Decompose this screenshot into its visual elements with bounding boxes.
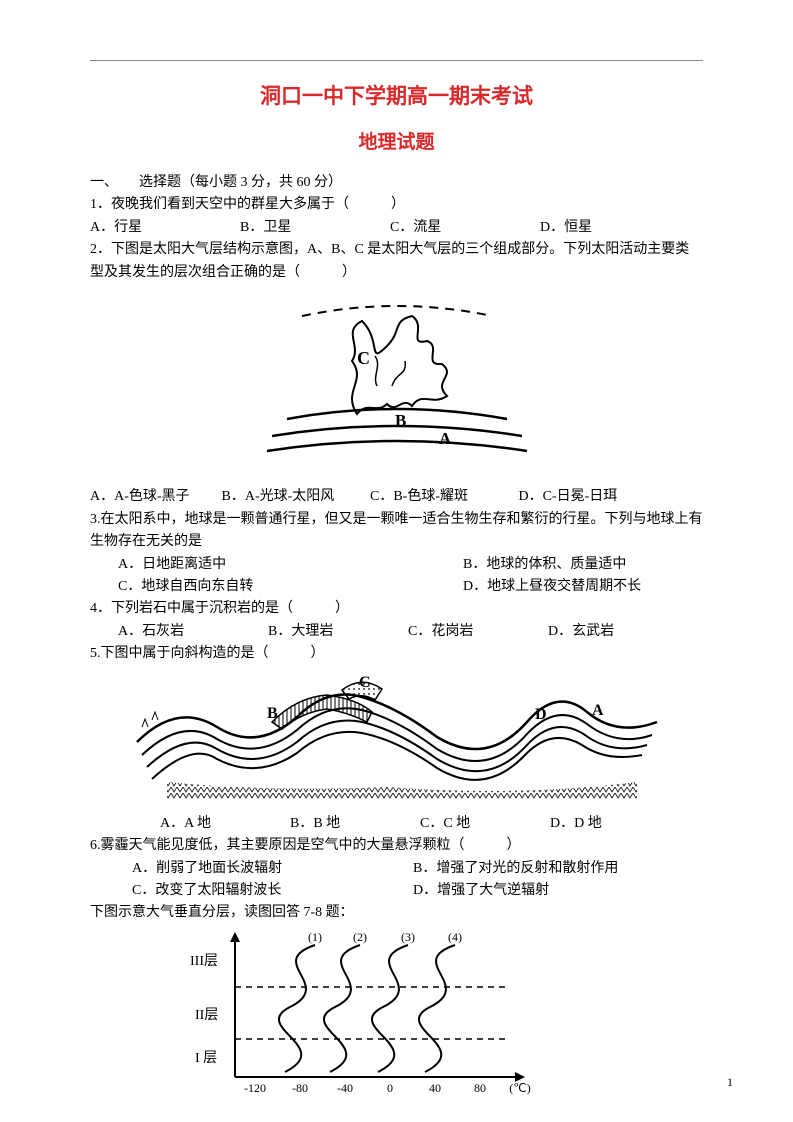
q1-options: A．行星 B．卫星 C．流星 D．恒星 [90, 217, 703, 239]
q1-opt-c: C．流星 [390, 217, 540, 239]
section-1-header: 一、 选择题（每小题 3 分，共 60 分） [90, 172, 703, 194]
q3-stem: 3.在太阳系中，地球是一颗普通行星，但又是一颗唯一适合生物生存和繁衍的行星。下列… [90, 509, 703, 554]
fig78-c4: (4) [448, 930, 462, 944]
fig78-c2: (2) [353, 930, 367, 944]
fig78-xt5: 80 [474, 1081, 486, 1095]
q2-fig-label-a: A [439, 429, 452, 448]
fig78-xt1: -80 [292, 1081, 308, 1095]
header-rule [90, 60, 703, 61]
q6-opt-d: D．增强了大气逆辐射 [413, 880, 663, 902]
q1-opt-b: B．卫星 [240, 217, 390, 239]
q4-stem: 4．下列岩石中属于沉积岩的是（ ） [90, 598, 703, 620]
exam-subtitle: 地理试题 [90, 128, 703, 158]
fig78-xt3: 0 [387, 1081, 393, 1095]
q5-stem: 5.下图中属于向斜构造的是（ ） [90, 643, 703, 665]
fig78-xt4: 40 [429, 1081, 441, 1095]
q3-options-row2: C．地球自西向东自转 D．地球上昼夜交替周期不长 [90, 576, 703, 598]
q6-opt-a: A．削弱了地面长波辐射 [132, 858, 282, 880]
q2-opt-c: C．B-色球-耀斑 [370, 486, 515, 508]
q2-stem: 2．下图是太阳大气层结构示意图，A、B、C 是太阳大气层的三个组成部分。下列太阳… [90, 239, 703, 284]
q2-options: A．A-色球-黑子 B．A-光球-太阳风 C．B-色球-耀斑 D．C-日冕-日珥 [90, 486, 703, 508]
q5-opt-b: B．B 地 [290, 813, 420, 835]
q3-opt-b: B．地球的体积、质量适中 [463, 554, 663, 576]
q3-opt-d: D．地球上昼夜交替周期不长 [463, 576, 663, 598]
q4-opt-b: B．大理岩 [268, 621, 408, 643]
fig78-xt0: -120 [244, 1081, 266, 1095]
q2-opt-d: D．C-日冕-日珥 [519, 489, 618, 504]
q6-stem: 6.雾霾天气能见度低，其主要原因是空气中的大量悬浮颗粒（ ） [90, 835, 703, 857]
q2-fig-label-b: B [395, 411, 406, 430]
fig78-c1: (1) [308, 930, 322, 944]
page-number: 1 [727, 1073, 733, 1092]
q6-options-row1: A．削弱了地面长波辐射 B．增强了对光的反射和散射作用 [90, 858, 703, 880]
q7-8-figure-atmosphere-layers: III层 II层 I 层 -120 -80 -40 0 40 80 (℃) (1… [90, 927, 703, 1110]
q2-opt-a: A．A-色球-黑子 [90, 486, 218, 508]
q5-options: A．A 地 B．B 地 C．C 地 D．D 地 [90, 813, 703, 835]
q3-opt-a: A．日地距离适中 [118, 554, 226, 576]
q4-options: A．石灰岩 B．大理岩 C．花岗岩 D．玄武岩 [90, 621, 703, 643]
q6-opt-b: B．增强了对光的反射和散射作用 [413, 858, 663, 880]
q4-opt-a: A．石灰岩 [118, 621, 268, 643]
q1-opt-a: A．行星 [90, 217, 240, 239]
fig78-xt6: (℃) [509, 1081, 530, 1095]
fig78-xt2: -40 [337, 1081, 353, 1095]
q5-fig-label-c: C [359, 674, 371, 691]
q2-fig-label-c: C [357, 348, 370, 368]
q5-fig-label-b: B [267, 705, 278, 722]
q5-fig-label-a: A [592, 702, 604, 719]
q6-options-row2: C．改变了太阳辐射波长 D．增强了大气逆辐射 [90, 880, 703, 902]
q7-8-intro: 下图示意大气垂直分层，读图回答 7-8 题： [90, 902, 703, 924]
q6-opt-c: C．改变了太阳辐射波长 [132, 880, 281, 902]
exam-title: 洞口一中下学期高一期末考试 [90, 80, 703, 114]
q5-opt-d: D．D 地 [550, 813, 602, 835]
fig78-layer2: II层 [195, 1008, 218, 1023]
q2-opt-b: B．A-光球-太阳风 [222, 486, 367, 508]
q5-opt-a: A．A 地 [160, 813, 290, 835]
q4-opt-d: D．玄武岩 [548, 621, 614, 643]
fig78-c3: (3) [401, 930, 415, 944]
q5-opt-c: C．C 地 [420, 813, 550, 835]
q1-opt-d: D．恒星 [540, 217, 592, 239]
q5-fig-label-d: D [535, 706, 547, 723]
q3-options-row1: A．日地距离适中 B．地球的体积、质量适中 [90, 554, 703, 576]
q1-stem: 1．夜晚我们看到天空中的群星大多属于（ ） [90, 194, 703, 216]
q2-figure-solar-atmosphere: C B A [90, 286, 703, 484]
fig78-layer1: I 层 [195, 1051, 217, 1066]
q4-opt-c: C．花岗岩 [408, 621, 548, 643]
fig78-layer3: III层 [190, 954, 218, 969]
q3-opt-c: C．地球自西向东自转 [118, 576, 253, 598]
q5-figure-fold-cross-section: B C D A [90, 667, 703, 810]
